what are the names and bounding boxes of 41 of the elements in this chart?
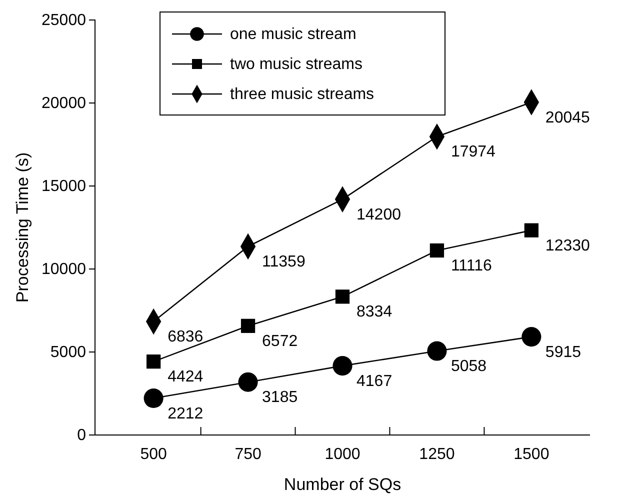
x-tick-label: 1250 — [419, 446, 455, 463]
point — [144, 388, 164, 408]
data-label: 2212 — [168, 405, 204, 422]
data-label: 20045 — [545, 109, 590, 126]
data-label: 6572 — [262, 332, 298, 350]
data-label: 8334 — [356, 304, 392, 321]
data-label: 3185 — [262, 389, 298, 406]
x-tick-label: 750 — [234, 446, 262, 463]
point — [240, 318, 256, 333]
y-tick-label: 5000 — [50, 344, 86, 362]
y-tick-label: 15000 — [42, 178, 86, 196]
data-label: 4167 — [356, 372, 392, 390]
y-tick-label: 20000 — [42, 95, 86, 112]
point — [524, 223, 538, 238]
legend-label: three music streams — [230, 86, 374, 103]
y-tick-label: 25000 — [42, 12, 86, 30]
data-label: 11116 — [450, 257, 492, 274]
x-tick-label: 500 — [140, 446, 168, 463]
point — [522, 327, 542, 347]
point — [335, 290, 350, 304]
data-label: 4424 — [168, 368, 204, 386]
data-label: 17974 — [450, 144, 496, 161]
x-tick-label: 1000 — [324, 446, 360, 463]
data-label: 5058 — [450, 358, 487, 376]
point — [332, 356, 352, 376]
point — [427, 341, 447, 361]
y-tick-label: 0 — [77, 427, 86, 444]
data-label: 14200 — [356, 206, 402, 224]
data-label: 12330 — [545, 237, 590, 254]
point — [430, 243, 444, 258]
point — [146, 354, 161, 369]
data-label: 6836 — [168, 328, 204, 346]
data-label: 5915 — [545, 344, 582, 361]
x-tick-label: 1500 — [514, 446, 550, 463]
x-axis-title: Number of SQs — [284, 475, 402, 494]
y-tick-label: 10000 — [42, 261, 86, 278]
legend-label: two music streams — [230, 56, 362, 73]
y-axis-title: Processing Time (s) — [13, 152, 32, 303]
point — [238, 372, 258, 392]
legend-label: one music stream — [230, 26, 356, 43]
data-label: 11359 — [262, 253, 306, 270]
